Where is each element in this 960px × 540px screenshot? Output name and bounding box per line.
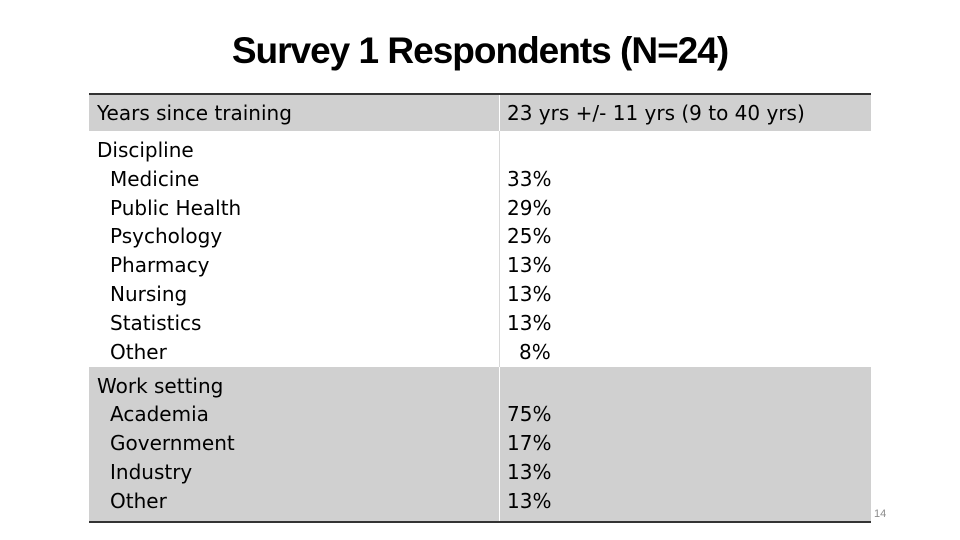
work-setting-label: Work setting	[97, 374, 224, 398]
table-cell	[499, 367, 872, 521]
discipline-value-other: 8%	[519, 340, 551, 364]
discipline-label: Discipline	[97, 138, 194, 162]
discipline-item-public-health: Public Health	[110, 196, 242, 220]
discipline-item-pharmacy: Pharmacy	[110, 253, 210, 277]
work-value-academia: 75%	[507, 402, 552, 426]
discipline-value-public-health: 29%	[507, 196, 552, 220]
discipline-value-pharmacy: 13%	[507, 253, 552, 277]
slide-title: Survey 1 Respondents (N=24)	[231, 30, 729, 71]
work-item-academia: Academia	[110, 402, 209, 426]
discipline-value-medicine: 33%	[507, 167, 552, 191]
respondents-table: Years since training 23 yrs +/- 11 yrs (…	[89, 93, 871, 523]
discipline-item-medicine: Medicine	[110, 167, 200, 191]
years-label: Years since training	[97, 101, 292, 125]
work-item-industry: Industry	[110, 460, 193, 484]
discipline-item-statistics: Statistics	[110, 311, 202, 335]
work-item-government: Government	[110, 431, 235, 455]
table-row-discipline: Discipline Medicine Public Health Psycho…	[89, 131, 871, 367]
work-value-industry: 13%	[507, 460, 552, 484]
work-value-other: 13%	[507, 489, 552, 513]
discipline-value-statistics: 13%	[507, 311, 552, 335]
table-cell	[499, 131, 872, 367]
discipline-value-psychology: 25%	[507, 224, 552, 248]
discipline-item-nursing: Nursing	[110, 282, 188, 306]
discipline-value-nursing: 13%	[507, 282, 552, 306]
discipline-item-psychology: Psychology	[110, 224, 223, 248]
discipline-item-other: Other	[110, 340, 167, 364]
table-row-work-setting: Work setting Academia Government Industr…	[89, 367, 871, 521]
table-row-years: Years since training 23 yrs +/- 11 yrs (…	[89, 95, 871, 131]
table-cell	[499, 95, 872, 131]
page-number: 14	[874, 508, 887, 520]
work-item-other: Other	[110, 489, 167, 513]
years-value: 23 yrs +/- 11 yrs (9 to 40 yrs)	[507, 101, 805, 125]
work-value-government: 17%	[507, 431, 552, 455]
